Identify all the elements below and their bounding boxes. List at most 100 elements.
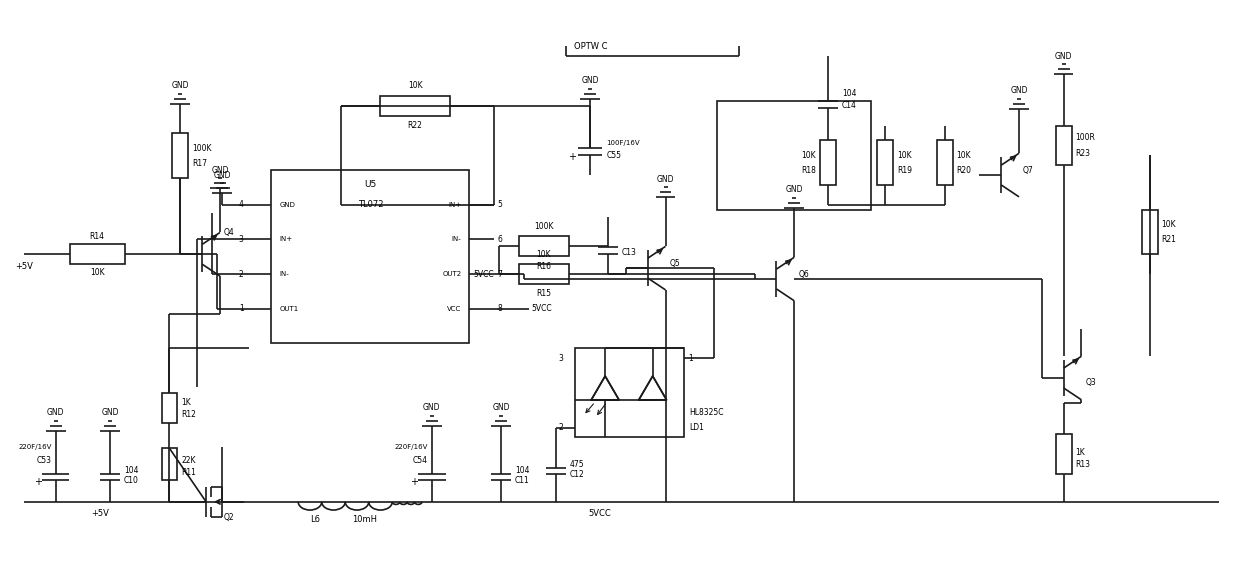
Text: VCC: VCC [448, 306, 461, 312]
Text: 5VCC: 5VCC [474, 270, 495, 279]
Text: 6: 6 [497, 235, 502, 244]
Text: R23: R23 [1075, 149, 1090, 158]
Text: +: + [33, 477, 42, 487]
Text: C54: C54 [413, 456, 428, 465]
Bar [820, 140, 836, 185]
Text: 5VCC: 5VCC [531, 304, 552, 313]
Text: 10K: 10K [1162, 220, 1177, 229]
Text: Q6: Q6 [799, 270, 808, 279]
Text: 475: 475 [569, 460, 584, 469]
Text: IN-: IN- [451, 236, 461, 243]
Text: Q4: Q4 [224, 228, 234, 237]
Text: R13: R13 [1075, 460, 1090, 469]
Text: LD1: LD1 [689, 423, 704, 432]
Text: R14: R14 [89, 232, 104, 241]
Text: GND: GND [171, 81, 190, 90]
Bar [161, 448, 177, 480]
Bar [717, 101, 870, 210]
Text: 22K: 22K [181, 456, 196, 465]
Text: Q7: Q7 [1023, 166, 1034, 175]
Text: R20: R20 [956, 166, 972, 175]
Text: R15: R15 [536, 289, 552, 298]
Bar [1055, 126, 1071, 165]
Text: +: + [410, 477, 418, 487]
Text: R11: R11 [181, 468, 196, 477]
Text: 8: 8 [497, 304, 502, 313]
Text: 5VCC: 5VCC [589, 509, 611, 518]
Text: C14: C14 [842, 102, 857, 110]
Text: 100R: 100R [1075, 133, 1095, 142]
Text: 104: 104 [124, 466, 139, 475]
Text: 220F/16V: 220F/16V [394, 444, 428, 451]
Text: OPTW C: OPTW C [574, 42, 608, 51]
Text: TL072: TL072 [357, 200, 383, 209]
Text: R16: R16 [536, 262, 552, 271]
Text: R19: R19 [898, 166, 913, 175]
Text: GND: GND [102, 408, 119, 417]
Text: 7: 7 [497, 270, 502, 279]
Bar [71, 244, 125, 264]
Bar [1142, 210, 1158, 254]
Text: 10K: 10K [898, 151, 911, 160]
Text: C12: C12 [569, 470, 584, 479]
Text: 1K: 1K [181, 398, 191, 407]
Text: GND: GND [785, 186, 804, 195]
Text: U5: U5 [365, 180, 377, 190]
Text: 3: 3 [559, 354, 563, 363]
Text: 104: 104 [515, 466, 529, 475]
Text: 2: 2 [559, 423, 563, 432]
Text: Q3: Q3 [1085, 378, 1096, 387]
Bar [272, 170, 470, 343]
Text: GND: GND [47, 408, 64, 417]
Text: GND: GND [582, 77, 599, 86]
Text: 5: 5 [497, 200, 502, 209]
Bar [172, 134, 188, 178]
Text: C53: C53 [37, 456, 52, 465]
Text: 1K: 1K [1075, 448, 1085, 457]
Text: 1: 1 [239, 304, 244, 313]
Bar [161, 393, 177, 422]
Text: GND: GND [657, 174, 675, 183]
Text: R18: R18 [801, 166, 816, 175]
Text: C11: C11 [515, 475, 529, 484]
Text: 100K: 100K [534, 222, 553, 231]
Text: C13: C13 [622, 248, 637, 257]
Text: +: + [568, 152, 577, 162]
Text: 10mH: 10mH [352, 515, 377, 524]
Text: 10K: 10K [956, 151, 971, 160]
Bar [937, 140, 952, 185]
Text: GND: GND [492, 403, 510, 412]
Text: 220F/16V: 220F/16V [19, 444, 52, 451]
Text: HL8325C: HL8325C [689, 408, 724, 417]
Text: GND: GND [279, 202, 295, 208]
Text: GND: GND [213, 170, 231, 179]
Text: +5V: +5V [15, 262, 33, 271]
Bar [520, 264, 568, 284]
Text: GND: GND [1011, 86, 1028, 95]
Text: 10K: 10K [801, 151, 816, 160]
Text: C55: C55 [606, 151, 621, 160]
Text: 4: 4 [239, 200, 244, 209]
Text: 100K: 100K [192, 144, 212, 153]
Text: Q5: Q5 [670, 259, 681, 268]
Text: L6: L6 [310, 515, 320, 524]
Text: 2: 2 [239, 270, 244, 279]
Bar [575, 349, 684, 438]
Bar [878, 140, 893, 185]
Text: GND: GND [423, 403, 440, 412]
Text: 1: 1 [688, 354, 693, 363]
Text: R22: R22 [408, 121, 423, 130]
Text: R12: R12 [181, 410, 196, 419]
Text: 10K: 10K [408, 81, 423, 90]
Text: IN+: IN+ [449, 202, 461, 208]
Text: 3: 3 [239, 235, 244, 244]
Text: 10K: 10K [89, 267, 104, 276]
Text: 104: 104 [842, 89, 857, 98]
Text: IN-: IN- [279, 271, 289, 277]
Bar [520, 236, 568, 256]
Text: R17: R17 [192, 158, 207, 168]
Bar [1055, 434, 1071, 474]
Text: OUT2: OUT2 [443, 271, 461, 277]
Text: +5V: +5V [92, 509, 109, 518]
Text: Q2: Q2 [224, 513, 234, 522]
